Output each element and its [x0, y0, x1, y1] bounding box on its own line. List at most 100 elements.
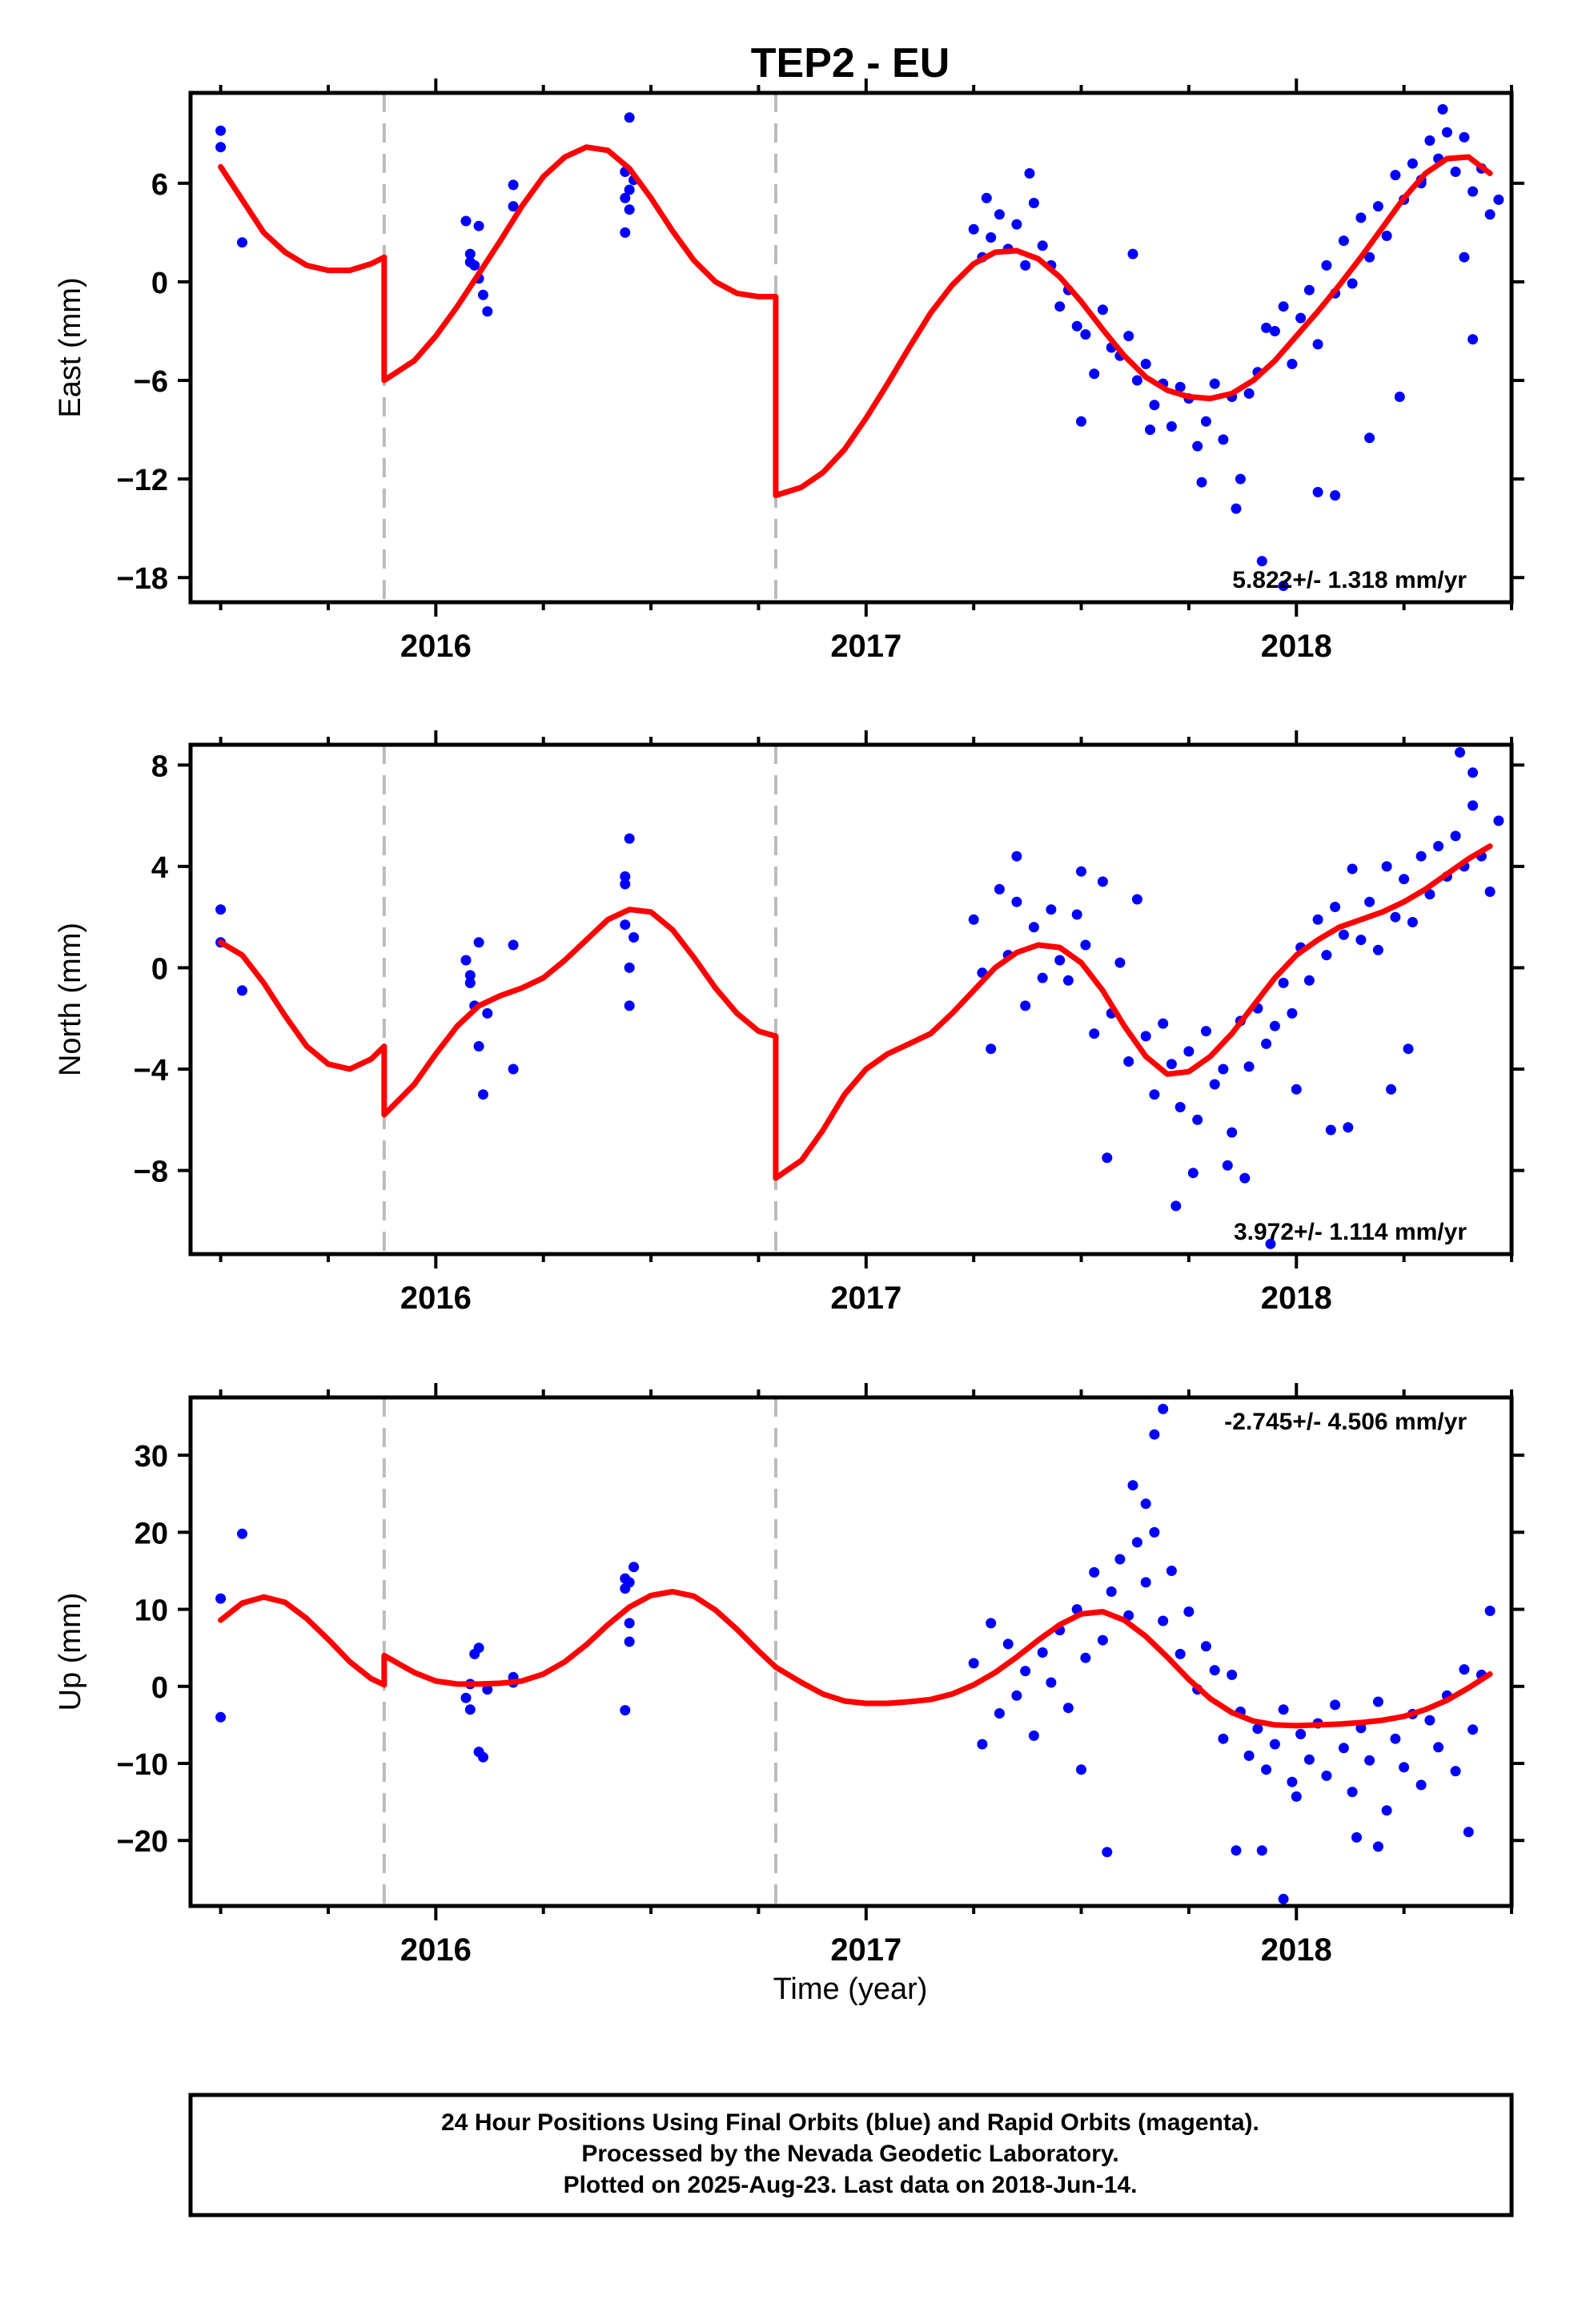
data-point	[1071, 909, 1082, 920]
data-point	[1218, 1733, 1229, 1744]
data-point	[1192, 440, 1203, 452]
data-point	[460, 215, 472, 227]
data-point	[1028, 922, 1039, 933]
data-point	[1278, 977, 1289, 988]
data-point	[1166, 1566, 1177, 1576]
data-point	[1287, 359, 1298, 369]
data-point	[215, 1593, 227, 1604]
data-point	[1196, 476, 1207, 488]
data-point	[1209, 1079, 1220, 1090]
data-point	[1235, 473, 1246, 485]
data-point	[1364, 432, 1375, 444]
data-point	[1330, 1699, 1341, 1711]
panel-east: 6 0 −6 −12 −18 2016 2017 2018 East (mm) 5.822+/- …	[54, 78, 1524, 664]
data-point	[482, 306, 493, 317]
data-point	[1037, 1647, 1048, 1658]
data-point	[1390, 170, 1401, 181]
data-point	[1218, 1063, 1229, 1075]
data-point	[1407, 158, 1418, 169]
data-point	[620, 227, 631, 238]
data-point	[508, 201, 519, 212]
rate-label: 3.972+/- 1.114 mm/yr	[1234, 1219, 1467, 1245]
data-point	[1227, 1127, 1238, 1138]
data-point	[1321, 1770, 1332, 1781]
data-point	[1209, 378, 1220, 389]
data-point	[1330, 902, 1341, 912]
data-point	[624, 1636, 635, 1647]
data-point	[1158, 1018, 1169, 1029]
x-tick-label: 2017	[830, 629, 901, 664]
data-point	[508, 179, 519, 191]
model-curve-segment	[773, 843, 1493, 1181]
data-point	[1174, 1648, 1186, 1659]
data-point	[1459, 131, 1470, 143]
data-point	[237, 237, 247, 248]
footer-line-3: Plotted on 2025-Aug-23. Last data on 201…	[564, 2172, 1138, 2198]
data-point	[1330, 490, 1341, 501]
data-point	[1192, 1114, 1203, 1125]
data-point	[1166, 421, 1177, 432]
data-point	[1123, 1056, 1134, 1067]
data-point	[1415, 850, 1427, 862]
data-point	[1174, 381, 1186, 392]
data-point	[1355, 935, 1367, 946]
data-point	[620, 919, 631, 931]
data-point	[1347, 863, 1358, 875]
data-point	[981, 192, 992, 203]
data-point	[977, 1739, 988, 1750]
data-point	[1450, 830, 1461, 842]
panel-north: 8 4 0 −4 −8 2016 2017 2018 North (mm) 3.972+/- 1.…	[54, 730, 1524, 1316]
data-point	[1149, 1429, 1160, 1440]
y-tick-label: 0	[151, 1671, 168, 1705]
x-tick-label: 2017	[830, 1932, 901, 1968]
points-north	[215, 747, 1504, 1249]
data-point	[1200, 1641, 1211, 1652]
y-axis-label: North (mm)	[54, 923, 87, 1076]
model-north	[218, 843, 1493, 1181]
data-point	[1415, 1779, 1427, 1791]
data-point	[1131, 894, 1142, 905]
data-point	[1269, 326, 1280, 336]
data-point	[1325, 1124, 1336, 1136]
data-point	[1278, 1704, 1289, 1715]
data-point	[1269, 1739, 1280, 1750]
data-point	[1028, 198, 1039, 208]
data-point	[473, 1041, 484, 1051]
data-point	[1046, 1677, 1057, 1688]
data-point	[1321, 259, 1332, 271]
data-point	[986, 1618, 997, 1629]
y-tick-label: 20	[135, 1517, 168, 1550]
data-point	[1399, 874, 1410, 885]
data-point	[1140, 1577, 1151, 1588]
data-point	[237, 1528, 247, 1539]
data-point	[1200, 1026, 1211, 1037]
model-curve-segment	[218, 939, 387, 1072]
data-point	[1131, 375, 1142, 386]
data-point	[482, 1684, 493, 1695]
footer-line-1: 24 Hour Positions Using Final Orbits (bl…	[441, 2109, 1259, 2136]
y-tick-label: −10	[117, 1748, 168, 1782]
data-point	[1390, 911, 1401, 923]
data-point	[1381, 231, 1392, 241]
x-tick-label: 2017	[830, 1281, 901, 1316]
data-point	[1158, 1403, 1169, 1414]
data-point	[1364, 1755, 1375, 1766]
data-point	[1372, 1696, 1383, 1707]
data-point	[628, 1562, 640, 1573]
data-point	[1291, 1084, 1302, 1095]
data-point	[1243, 388, 1255, 399]
data-point	[1076, 416, 1086, 427]
data-point	[620, 871, 631, 882]
data-point	[1278, 301, 1289, 312]
data-point	[1459, 1664, 1470, 1675]
data-point	[1231, 503, 1242, 514]
data-point	[1278, 1893, 1289, 1904]
data-point	[1140, 1498, 1151, 1510]
data-point	[1372, 201, 1383, 212]
data-point	[1265, 1238, 1276, 1249]
data-point	[1140, 1031, 1151, 1042]
data-point	[1183, 1606, 1195, 1617]
data-point	[1338, 235, 1349, 247]
data-point	[464, 977, 476, 988]
data-point	[1097, 304, 1108, 316]
